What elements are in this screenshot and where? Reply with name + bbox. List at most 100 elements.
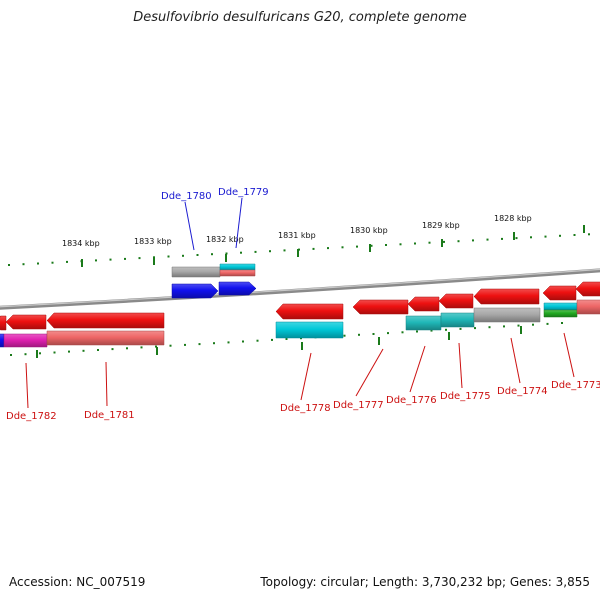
ruler-tick [448,332,450,340]
gene-label-reverse: Dde_1778 [280,403,331,414]
leader-line [458,342,463,389]
leader-line [300,352,312,401]
ruler-tick [513,232,515,240]
feature-bar [46,330,165,346]
ruler-dot [155,345,157,348]
ruler-dot [109,258,112,261]
feature-bar [3,333,48,348]
ruler-dot [242,340,244,343]
ruler-dot [341,246,344,249]
ruler-dot [399,243,402,246]
ruler-dot [138,257,141,260]
ruler-dot [198,343,201,346]
ruler-dot [517,324,520,327]
ruler-dot [561,322,563,324]
ruler-dot [443,240,445,243]
ruler-dot [126,347,128,350]
ruler-dot [370,244,373,247]
ruler-dot [227,341,230,344]
ruler-dot [211,253,213,256]
ruler-tick [36,350,38,358]
ruler-tick [520,326,522,334]
gene-reverse [352,299,409,315]
ruler-dot [385,244,387,246]
ruler-dot [196,254,199,256]
map-title: Desulfovibrio desulfuricans G20, complet… [133,10,467,25]
ruler-dot [285,338,288,340]
backbone-highlight [0,268,600,308]
ruler-tick [156,347,158,355]
gene-reverse [542,285,577,301]
ruler-dot [457,240,460,243]
genome-backbone [0,268,600,310]
gene-reverse [575,281,600,297]
ruler-dot [254,250,257,253]
ruler-dot [472,239,474,242]
ruler-dot [358,333,360,336]
ruler-dot [269,250,271,253]
ruler-dot [53,351,56,354]
ruler-dot [503,325,505,328]
gene-reverse [0,315,7,331]
ruler-dot [428,241,431,244]
ruler-tick [81,259,83,267]
ruler-dot [271,338,273,341]
ruler-tick-label: 1830 kbp [350,226,388,235]
ruler-dot [167,255,170,258]
leader-line [25,362,29,409]
ruler-dot [66,260,68,263]
ruler-dot [182,254,184,257]
ruler-dot [445,328,447,331]
ruler-dot [401,331,404,334]
ruler-dot [111,348,114,351]
ruler-tick [225,254,227,262]
feature-bar [171,266,221,278]
ruler-dot [312,247,315,250]
feature-bar [576,299,600,315]
ruler-dot [515,237,518,240]
ruler-dot [8,264,10,266]
feature-bar [473,307,541,323]
leader-line [563,332,575,378]
ruler-dot [488,326,491,329]
ruler-dot [184,343,186,346]
ruler-dot [546,322,549,325]
ruler-dot [501,237,503,240]
feature-bar [275,321,344,339]
ruler-dot [95,259,97,262]
leader-line [510,337,521,384]
gene-label-reverse: Dde_1773 [551,380,600,391]
ruler-tick [378,337,380,345]
gene-reverse [438,293,474,309]
ruler-dot [82,349,85,352]
ruler-tick-label: 1834 kbp [62,239,100,248]
gene-label-reverse: Dde_1775 [440,391,491,402]
ruler-dot [588,233,590,236]
gene-label-reverse: Dde_1781 [84,410,135,421]
ruler-tick-label: 1832 kbp [206,235,244,244]
leader-line [184,201,195,251]
gene-reverse [473,288,540,305]
ruler-dot [416,330,418,333]
ruler-dot [544,235,547,238]
ruler-dot [39,352,41,355]
gene-label-reverse: Dde_1777 [333,400,384,411]
ruler-dot [97,349,99,351]
leader-line [105,361,108,407]
ruler-dot [51,261,54,264]
ruler-dot [68,350,70,353]
ruler-dot [486,238,489,241]
ruler-dot [169,344,172,347]
feature-bar [543,302,578,311]
ruler-dot [240,251,242,254]
feature-bar [543,309,578,318]
ruler-dot [459,327,462,330]
ruler-tick [153,257,155,265]
ruler-tick-label: 1833 kbp [134,237,172,246]
ruler-dot [372,333,375,335]
ruler-dot [343,334,346,337]
ruler-tick-label: 1829 kbp [422,221,460,230]
ruler-dot [559,234,561,237]
